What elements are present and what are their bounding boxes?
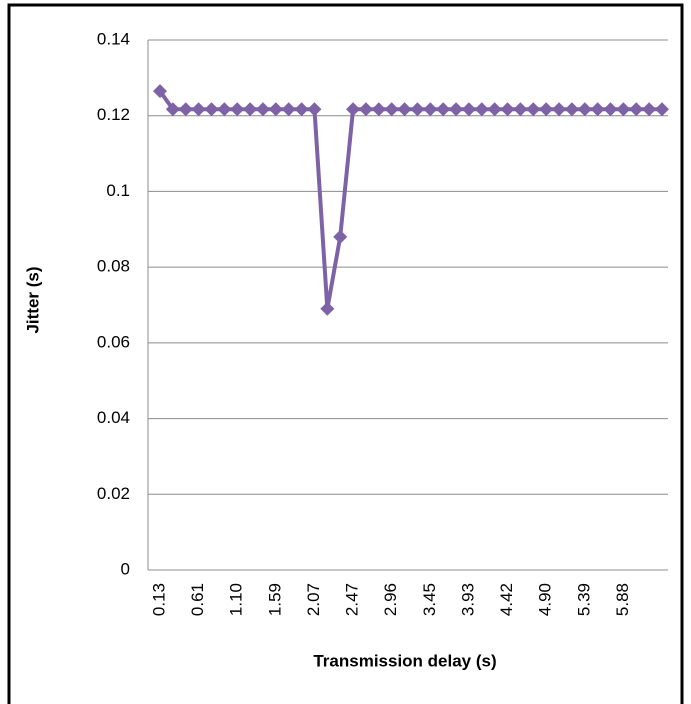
y-tick-label: 0.14 <box>97 29 130 48</box>
y-tick-label: 0.04 <box>97 408 130 427</box>
x-tick-label: 3.93 <box>458 583 477 616</box>
marker <box>513 102 528 117</box>
marker <box>564 102 579 117</box>
marker <box>333 229 348 244</box>
marker <box>307 102 322 117</box>
x-tick-label: 4.90 <box>536 583 555 616</box>
marker <box>500 102 515 117</box>
marker <box>230 102 245 117</box>
marker <box>320 301 335 316</box>
marker <box>281 102 296 117</box>
line-series <box>158 89 662 311</box>
marker <box>474 102 489 117</box>
y-tick-label: 0.1 <box>106 181 130 200</box>
marker <box>603 102 618 117</box>
marker <box>178 102 193 117</box>
x-tick-label: 1.59 <box>265 583 284 616</box>
x-tick-label: 5.39 <box>574 583 593 616</box>
x-tick-label: 2.47 <box>343 583 362 616</box>
marker <box>346 102 361 117</box>
marker <box>268 102 283 117</box>
marker <box>436 102 451 117</box>
marker <box>397 102 412 117</box>
y-tick-label: 0.12 <box>97 105 130 124</box>
x-tick-label: 2.07 <box>304 583 323 616</box>
marker <box>358 102 373 117</box>
marker <box>577 102 592 117</box>
marker <box>371 102 386 117</box>
frame <box>7 3 684 704</box>
marker <box>590 102 605 117</box>
marker <box>191 102 206 117</box>
y-tick-label: 0.02 <box>97 484 130 503</box>
marker <box>204 102 219 117</box>
x-tick-label: 4.42 <box>497 583 516 616</box>
x-tick-label: 3.45 <box>420 583 439 616</box>
x-tick-label: 5.88 <box>613 583 632 616</box>
y-tick-label: 0.08 <box>97 257 130 276</box>
y-axis-title: Jitter (s) <box>23 266 42 333</box>
x-tick-label: 0.13 <box>149 583 168 616</box>
x-tick-label: 1.10 <box>227 583 246 616</box>
marker <box>642 102 657 117</box>
marker <box>552 102 567 117</box>
marker <box>449 102 464 117</box>
marker <box>539 102 554 117</box>
y-tick-label: 0.06 <box>97 332 130 351</box>
marker <box>153 84 167 99</box>
marker <box>165 102 180 117</box>
y-tick-label: 0 <box>121 559 130 578</box>
marker <box>526 102 541 117</box>
marker <box>487 102 502 117</box>
marker <box>410 102 425 117</box>
marker <box>423 102 438 117</box>
marker <box>616 102 631 117</box>
marker <box>294 102 309 117</box>
marker <box>217 102 232 117</box>
x-tick-label: 2.96 <box>381 583 400 616</box>
marker <box>255 102 270 117</box>
marker <box>461 102 476 117</box>
marker <box>384 102 399 117</box>
marker <box>629 102 644 117</box>
x-tick-label: 0.61 <box>188 583 207 616</box>
marker <box>655 102 669 117</box>
marker <box>243 102 258 117</box>
x-axis-title: Transmission delay (s) <box>313 651 496 670</box>
